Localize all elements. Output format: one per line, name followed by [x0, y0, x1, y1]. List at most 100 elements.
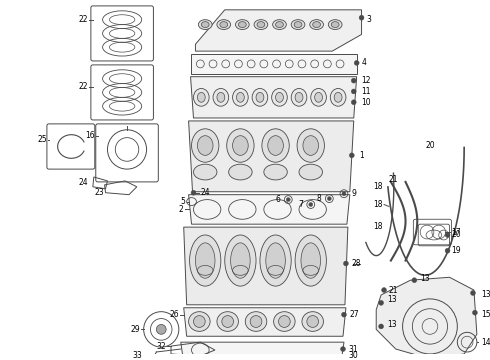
- Text: 13: 13: [387, 320, 396, 329]
- Circle shape: [445, 248, 450, 253]
- Ellipse shape: [266, 243, 285, 278]
- Circle shape: [351, 89, 356, 94]
- Ellipse shape: [297, 129, 324, 162]
- Text: 16: 16: [85, 131, 95, 140]
- Text: 22: 22: [78, 15, 88, 24]
- Polygon shape: [191, 77, 357, 118]
- Ellipse shape: [233, 89, 248, 106]
- Text: 21: 21: [389, 175, 398, 184]
- Circle shape: [342, 312, 346, 317]
- Circle shape: [445, 233, 450, 238]
- Ellipse shape: [194, 89, 209, 106]
- Ellipse shape: [227, 129, 254, 162]
- Text: 28: 28: [352, 259, 361, 268]
- Ellipse shape: [233, 136, 248, 156]
- Text: 30: 30: [349, 351, 359, 360]
- Ellipse shape: [303, 136, 318, 156]
- Text: 15: 15: [481, 310, 490, 319]
- Ellipse shape: [217, 93, 225, 102]
- Ellipse shape: [217, 312, 239, 331]
- Text: 10: 10: [362, 98, 371, 107]
- Text: 20: 20: [425, 141, 435, 150]
- Circle shape: [286, 198, 290, 202]
- Text: 18: 18: [373, 182, 383, 191]
- Ellipse shape: [310, 20, 323, 30]
- Ellipse shape: [328, 20, 342, 30]
- Ellipse shape: [295, 93, 303, 102]
- Ellipse shape: [291, 20, 305, 30]
- Text: 18: 18: [373, 222, 383, 231]
- Text: 29: 29: [130, 325, 140, 334]
- Ellipse shape: [189, 312, 210, 331]
- Ellipse shape: [291, 89, 307, 106]
- Ellipse shape: [239, 22, 246, 27]
- Text: 12: 12: [362, 76, 371, 85]
- Text: 14: 14: [481, 338, 490, 347]
- Ellipse shape: [260, 235, 291, 286]
- Ellipse shape: [196, 243, 215, 278]
- Circle shape: [379, 324, 384, 329]
- Ellipse shape: [307, 316, 318, 327]
- Polygon shape: [184, 308, 346, 336]
- Ellipse shape: [315, 93, 322, 102]
- Ellipse shape: [192, 129, 219, 162]
- Ellipse shape: [222, 316, 234, 327]
- Circle shape: [349, 153, 354, 158]
- Circle shape: [359, 15, 364, 20]
- Circle shape: [412, 278, 417, 283]
- Ellipse shape: [237, 93, 245, 102]
- Circle shape: [382, 288, 387, 293]
- Text: 7: 7: [298, 200, 303, 209]
- Text: 23: 23: [95, 188, 104, 197]
- Text: 5: 5: [181, 197, 186, 206]
- Polygon shape: [189, 195, 350, 224]
- Text: 18: 18: [373, 200, 383, 209]
- Ellipse shape: [273, 312, 295, 331]
- Ellipse shape: [220, 22, 228, 27]
- Circle shape: [379, 300, 384, 305]
- Polygon shape: [189, 121, 354, 192]
- Circle shape: [156, 324, 166, 334]
- Polygon shape: [181, 342, 344, 356]
- Ellipse shape: [262, 129, 289, 162]
- Ellipse shape: [313, 22, 320, 27]
- Circle shape: [341, 347, 345, 351]
- Ellipse shape: [197, 136, 213, 156]
- Circle shape: [327, 197, 331, 201]
- Ellipse shape: [245, 312, 267, 331]
- Ellipse shape: [256, 93, 264, 102]
- Text: 8: 8: [317, 194, 321, 203]
- Text: 27: 27: [350, 310, 360, 319]
- Text: 24: 24: [200, 188, 210, 197]
- Ellipse shape: [271, 89, 287, 106]
- Ellipse shape: [299, 164, 322, 180]
- Text: 9: 9: [352, 189, 357, 198]
- Circle shape: [191, 190, 196, 195]
- Ellipse shape: [275, 22, 283, 27]
- Text: 13: 13: [481, 291, 490, 300]
- Text: 32: 32: [156, 342, 166, 351]
- Text: 21: 21: [389, 285, 398, 294]
- Text: 6: 6: [275, 195, 280, 204]
- Ellipse shape: [231, 243, 250, 278]
- Text: 22: 22: [78, 82, 88, 91]
- Ellipse shape: [194, 164, 217, 180]
- Text: 4: 4: [362, 58, 367, 67]
- Ellipse shape: [264, 164, 287, 180]
- Text: 13: 13: [387, 296, 396, 305]
- Ellipse shape: [294, 22, 302, 27]
- Text: 26: 26: [169, 310, 179, 319]
- Ellipse shape: [252, 89, 268, 106]
- Text: 11: 11: [362, 87, 371, 96]
- Circle shape: [472, 310, 477, 315]
- Circle shape: [309, 203, 313, 207]
- Text: 31: 31: [349, 345, 359, 354]
- Ellipse shape: [213, 89, 229, 106]
- Circle shape: [351, 78, 356, 83]
- Ellipse shape: [198, 20, 212, 30]
- Circle shape: [351, 100, 356, 105]
- Ellipse shape: [197, 93, 205, 102]
- Text: 33: 33: [132, 351, 142, 360]
- Ellipse shape: [275, 93, 283, 102]
- Text: 13: 13: [420, 274, 430, 283]
